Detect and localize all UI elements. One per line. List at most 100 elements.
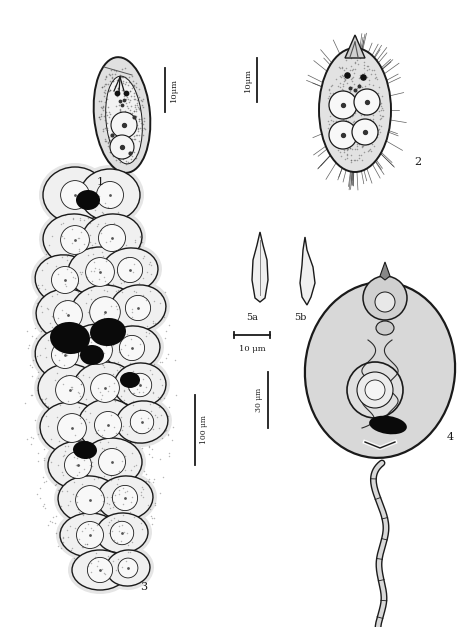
- Point: [118, 110, 126, 120]
- Point: [348, 65, 356, 75]
- Point: [379, 330, 387, 340]
- Point: [332, 404, 339, 414]
- Point: [420, 389, 428, 399]
- Point: [91, 266, 98, 276]
- Point: [127, 154, 135, 164]
- Point: [81, 465, 88, 475]
- Point: [392, 377, 400, 387]
- Point: [327, 361, 334, 371]
- Point: [345, 144, 352, 154]
- Point: [422, 398, 430, 408]
- Ellipse shape: [78, 210, 146, 266]
- Ellipse shape: [102, 248, 158, 292]
- Point: [346, 99, 354, 109]
- Point: [96, 387, 104, 398]
- Point: [151, 319, 159, 329]
- Point: [113, 110, 121, 120]
- Point: [140, 466, 148, 476]
- Point: [86, 460, 93, 470]
- Point: [341, 73, 348, 83]
- Point: [28, 362, 36, 372]
- Point: [379, 111, 386, 121]
- Point: [109, 490, 116, 500]
- Point: [44, 303, 51, 313]
- Point: [130, 106, 138, 116]
- Point: [353, 327, 361, 337]
- Point: [356, 70, 364, 80]
- Point: [89, 525, 96, 535]
- Point: [133, 82, 140, 92]
- Point: [101, 88, 109, 98]
- Point: [100, 110, 108, 120]
- Point: [336, 356, 343, 366]
- Point: [145, 449, 153, 459]
- Point: [354, 321, 362, 331]
- Point: [59, 348, 66, 358]
- Point: [345, 322, 352, 332]
- Point: [384, 302, 392, 312]
- Point: [86, 218, 94, 228]
- Point: [109, 556, 117, 566]
- Point: [107, 70, 114, 80]
- Point: [335, 127, 343, 137]
- Point: [391, 424, 399, 434]
- Point: [386, 396, 394, 406]
- Point: [134, 123, 141, 133]
- Point: [337, 150, 345, 161]
- Point: [104, 498, 111, 508]
- Ellipse shape: [112, 397, 172, 447]
- Point: [117, 362, 124, 372]
- Point: [338, 70, 346, 80]
- Point: [375, 411, 383, 421]
- Point: [88, 191, 95, 201]
- Point: [356, 150, 363, 160]
- Point: [146, 329, 153, 339]
- Point: [148, 519, 156, 529]
- Point: [102, 71, 110, 81]
- Point: [367, 367, 374, 377]
- Point: [127, 547, 134, 557]
- Point: [137, 231, 144, 241]
- Point: [74, 504, 82, 514]
- Point: [140, 116, 147, 126]
- Point: [328, 324, 336, 334]
- Point: [370, 326, 377, 336]
- Point: [421, 329, 428, 339]
- Point: [365, 311, 373, 321]
- Point: [112, 564, 120, 574]
- Point: [136, 116, 143, 126]
- Point: [358, 82, 366, 92]
- Point: [367, 391, 375, 401]
- Point: [91, 257, 98, 267]
- Point: [130, 88, 137, 98]
- Point: [116, 118, 123, 128]
- Point: [122, 90, 129, 100]
- Point: [44, 401, 52, 411]
- Circle shape: [352, 119, 378, 145]
- Point: [352, 93, 359, 103]
- Point: [367, 68, 374, 78]
- Point: [127, 497, 135, 507]
- Point: [114, 116, 122, 126]
- Point: [112, 138, 120, 148]
- Point: [109, 134, 116, 144]
- Point: [144, 500, 152, 510]
- Point: [401, 300, 408, 310]
- Point: [343, 393, 351, 403]
- Circle shape: [83, 335, 112, 364]
- Point: [365, 292, 373, 302]
- Point: [338, 103, 346, 113]
- Point: [138, 96, 146, 106]
- Point: [358, 108, 366, 119]
- Point: [421, 315, 429, 325]
- Point: [154, 392, 162, 402]
- Circle shape: [75, 485, 104, 514]
- Point: [132, 122, 140, 132]
- Point: [420, 340, 428, 350]
- Point: [340, 145, 347, 155]
- Point: [371, 131, 379, 141]
- Point: [143, 476, 150, 486]
- Point: [343, 349, 350, 359]
- Point: [383, 418, 391, 428]
- Point: [369, 134, 376, 144]
